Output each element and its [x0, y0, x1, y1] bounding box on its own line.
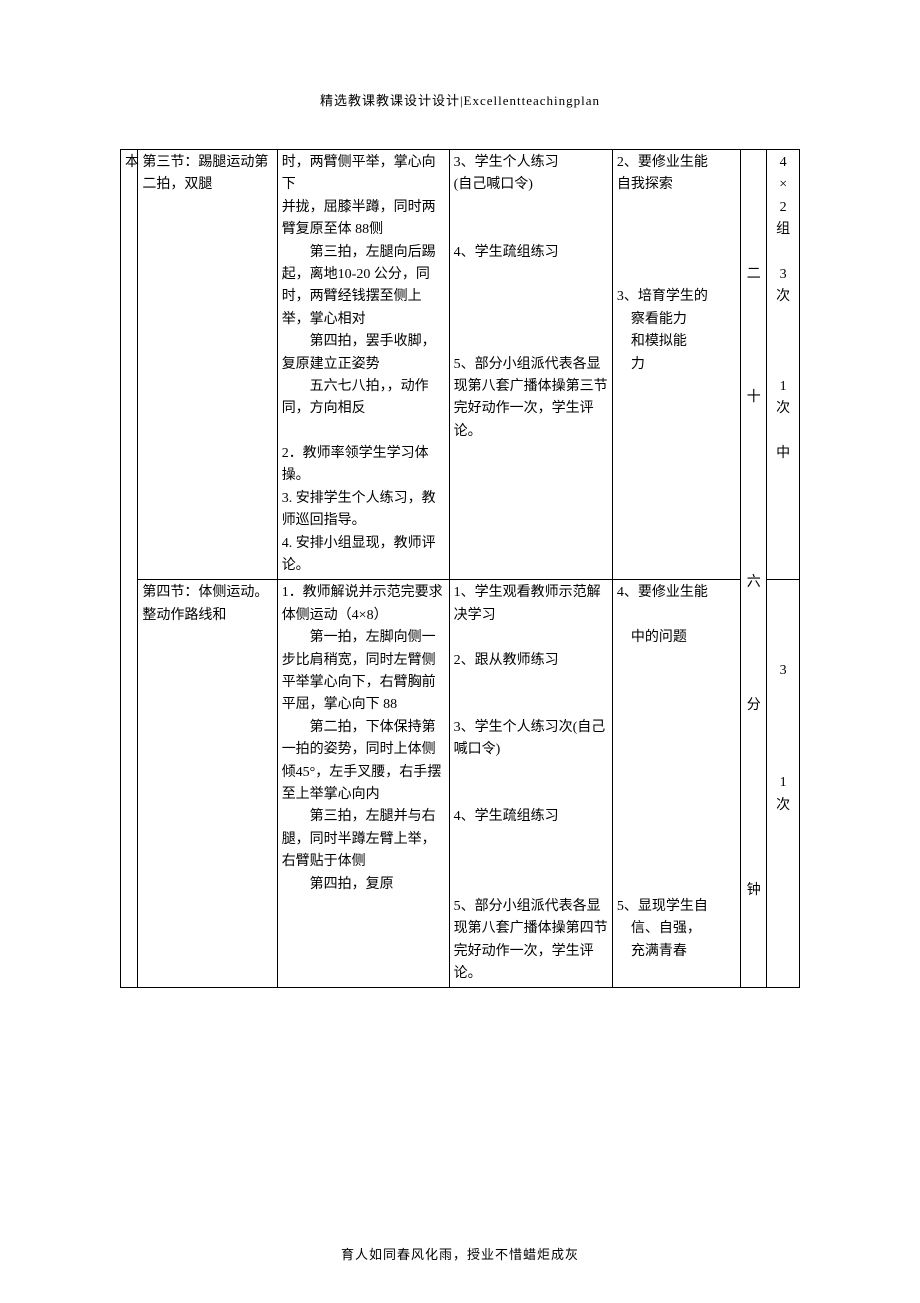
- cell-section4-title: 第四节：体侧运动。整动作路线和: [138, 580, 277, 988]
- cell-section4-goal: 4、要修业生能 中的问题 5、显现学生自 信、自强， 充满青春: [612, 580, 740, 988]
- text: 1、学生观看教师示范解决学习 2、跟从教师练习 3、学生个人练习次(自己喊口令)…: [454, 585, 608, 981]
- cell-section3-title: 第三节：踢腿运动第二拍，双腿: [138, 150, 277, 580]
- cell-section3-reps: 4 × 2 组 3 次 1 次 中: [767, 150, 800, 580]
- text: 二 十 六 分 钟: [747, 267, 761, 898]
- cell-section4-teacher: 1．教师解说并示范完要求 体侧运动（4×8） 第一拍，左脚向侧一步比肩稍宽，同时…: [277, 580, 449, 988]
- document-page: 精选教课教课设计设计|Excellentteachingplan 本 第三节：踢…: [0, 0, 920, 1303]
- cell-time: 二 十 六 分 钟: [741, 150, 767, 988]
- cell-section3-goal: 2、要修业生能 自我探索 3、培育学生的 察看能力 和模拟能 力: [612, 150, 740, 580]
- text: 3、学生个人练习 (自己喊口令) 4、学生疏组练习 5、部分小组派代表各显现第八…: [454, 155, 608, 439]
- table-row: 第四节：体侧运动。整动作路线和 1．教师解说并示范完要求 体侧运动（4×8） 第…: [121, 580, 800, 988]
- cell-section3-student: 3、学生个人练习 (自己喊口令) 4、学生疏组练习 5、部分小组派代表各显现第八…: [449, 150, 612, 580]
- cell-section4-student: 1、学生观看教师示范解决学习 2、跟从教师练习 3、学生个人练习次(自己喊口令)…: [449, 580, 612, 988]
- cell-section4-reps: 3 1 次: [767, 580, 800, 988]
- text: 时，两臂侧平举，掌心向下 并拢，屈膝半蹲，同时两臂复原至体 88侧 第三拍，左腿…: [282, 155, 436, 573]
- cell-phase: 本: [121, 150, 138, 988]
- text: 3 1 次: [776, 663, 790, 812]
- text: 4 × 2 组 3 次 1 次 中: [776, 155, 790, 461]
- text: 4、要修业生能 中的问题 5、显现学生自 信、自强， 充满青春: [617, 585, 708, 958]
- cell-section3-teacher: 时，两臂侧平举，掌心向下 并拢，屈膝半蹲，同时两臂复原至体 88侧 第三拍，左腿…: [277, 150, 449, 580]
- table-row: 本 第三节：踢腿运动第二拍，双腿 时，两臂侧平举，掌心向下 并拢，屈膝半蹲，同时…: [121, 150, 800, 580]
- page-header: 精选教课教课设计设计|Excellentteachingplan: [120, 90, 800, 109]
- page-footer: 育人如同春风化雨，授业不惜蜡炬成灰: [0, 1244, 920, 1263]
- lesson-plan-table: 本 第三节：踢腿运动第二拍，双腿 时，两臂侧平举，掌心向下 并拢，屈膝半蹲，同时…: [120, 149, 800, 988]
- text: 1．教师解说并示范完要求 体侧运动（4×8） 第一拍，左脚向侧一步比肩稍宽，同时…: [282, 585, 443, 891]
- text: 2、要修业生能 自我探索 3、培育学生的 察看能力 和模拟能 力: [617, 155, 708, 372]
